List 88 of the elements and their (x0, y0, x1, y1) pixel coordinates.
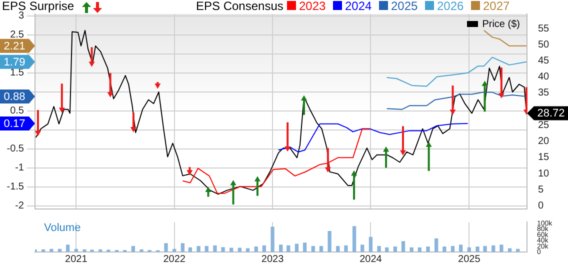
bar (204, 246, 208, 252)
bar (467, 247, 471, 252)
bar (516, 248, 520, 252)
annotation: Volume (44, 222, 81, 234)
bar (434, 238, 438, 252)
y-tick-label: 0.5 (10, 106, 24, 117)
bar (82, 249, 86, 252)
y-tick-label: 3 (18, 10, 24, 22)
y2-tick-label: 25 (538, 120, 550, 131)
bar (74, 248, 78, 252)
bar (410, 247, 414, 252)
bar (66, 244, 70, 252)
bar (500, 244, 504, 252)
bar (418, 247, 422, 252)
bar (254, 246, 258, 252)
text: 0.88 (4, 91, 26, 104)
bar (401, 241, 406, 252)
bar (50, 248, 54, 252)
bar (483, 246, 487, 252)
x-tick-label: 2025 (458, 254, 481, 264)
y-tick-label: 1.5 (10, 68, 24, 79)
legend-label: 2026 (436, 0, 464, 13)
y2-tick-label: 10 (538, 168, 550, 180)
y2-tick-label: 5 (538, 184, 544, 196)
y2-tick-label: 15 (538, 152, 550, 164)
y2-tick-label: 45 (538, 55, 550, 66)
bar (393, 246, 398, 252)
bar (368, 236, 373, 252)
bar (294, 244, 299, 252)
y-tick-label: -0.5 (6, 144, 24, 155)
y-tick-label: -1 (15, 162, 24, 174)
y2-tick-label: 35 (538, 88, 550, 99)
y2-tick-label: 40 (538, 72, 550, 83)
x-tick-label: 2021 (65, 254, 88, 264)
bar (262, 245, 266, 252)
bar (385, 247, 389, 252)
bar (279, 244, 283, 252)
legend-label: Price ($) (481, 19, 520, 31)
text: 2.21 (4, 40, 26, 52)
bar (180, 243, 185, 252)
legend-label: 2027 (482, 0, 510, 13)
text: 0.17 (4, 118, 26, 130)
bar (450, 246, 455, 252)
bar (270, 226, 274, 252)
bar (377, 246, 381, 252)
bar (172, 248, 176, 252)
bar (213, 245, 217, 252)
bar (458, 244, 463, 252)
x-tick-label: 2022 (163, 254, 186, 264)
y-tick-label: -1.5 (6, 182, 24, 193)
bar (352, 226, 356, 252)
bar (58, 248, 62, 252)
legend-label: 2023 (298, 0, 326, 13)
data-label: 28.72 (537, 108, 565, 120)
x-tick-label: 2023 (261, 254, 284, 264)
legend-label: 2024 (344, 0, 372, 13)
bar (196, 246, 200, 252)
bar (164, 243, 168, 252)
bar (42, 249, 46, 252)
bar (311, 246, 315, 252)
bar (319, 246, 324, 252)
bar (238, 248, 242, 252)
text: EPS Surprise (2, 0, 74, 13)
y2-tick-label: 50 (538, 39, 550, 50)
bar (492, 245, 496, 252)
bar (286, 245, 290, 252)
bar (344, 245, 348, 252)
y-tick-label: 2.5 (10, 30, 24, 41)
legend-label: 2025 (390, 0, 418, 13)
bar (221, 247, 225, 252)
bar (442, 246, 446, 252)
bar (302, 242, 307, 252)
bar (328, 230, 332, 252)
x-tick-label: 2024 (360, 254, 382, 264)
bar (140, 249, 144, 252)
bar (426, 246, 430, 252)
bar (131, 246, 136, 252)
bar (476, 246, 480, 252)
bar (98, 249, 102, 252)
bar (336, 246, 340, 252)
y-tick-label: -2 (15, 200, 24, 212)
text: 1.79 (4, 56, 26, 68)
bar (230, 248, 234, 252)
bar (360, 244, 364, 252)
bar (188, 247, 192, 252)
y2-tick-label: 20 (538, 136, 550, 148)
y2-tick-label: 55 (538, 23, 550, 34)
legend-title: EPS Consensus (196, 0, 284, 13)
